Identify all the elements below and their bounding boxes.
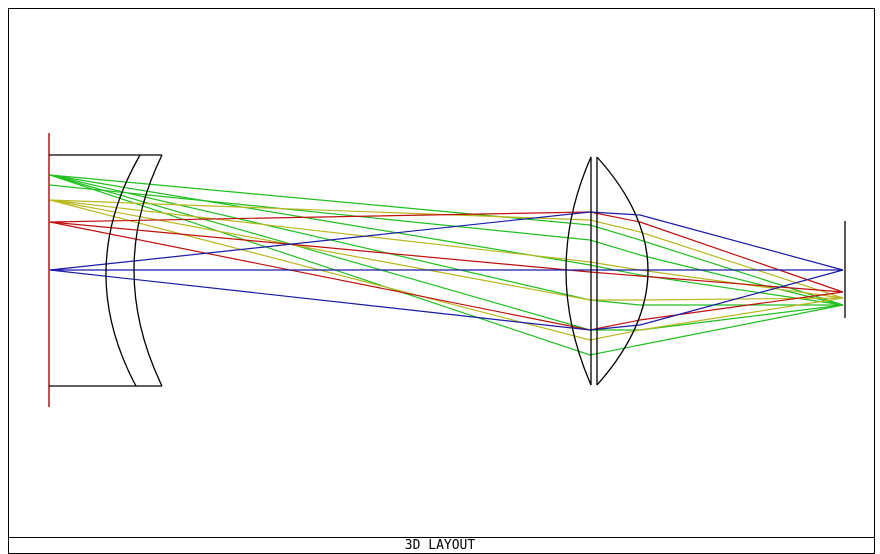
caption: 3D LAYOUT	[405, 538, 476, 553]
layout-window: 3D LAYOUT	[0, 0, 880, 554]
page: {"footer": {"title": "3D LAYOUT"}}	[0, 0, 880, 554]
